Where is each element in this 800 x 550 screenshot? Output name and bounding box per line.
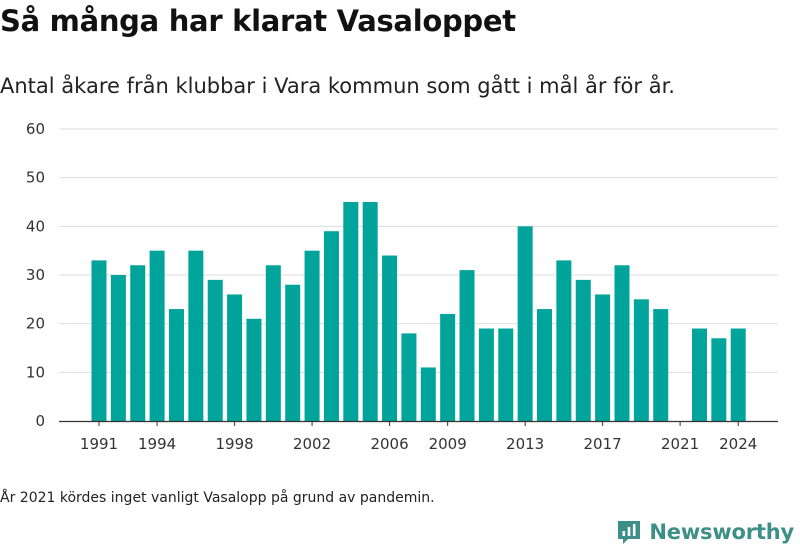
brand-logo: Newsworthy bbox=[615, 518, 794, 546]
bar-2004 bbox=[343, 202, 359, 421]
y-tick-label: 20 bbox=[26, 315, 45, 333]
y-tick-label: 60 bbox=[26, 120, 45, 138]
x-tick-label: 2002 bbox=[293, 435, 331, 453]
footnote: År 2021 kördes inget vanligt Vasalopp på… bbox=[0, 490, 435, 506]
x-tick-label: 1991 bbox=[80, 435, 118, 453]
bar-1992 bbox=[110, 275, 126, 421]
bar-1991 bbox=[91, 260, 107, 421]
bar-2012 bbox=[498, 328, 514, 421]
bar-2014 bbox=[537, 309, 553, 421]
bar-2009 bbox=[440, 313, 456, 421]
bars bbox=[91, 202, 746, 421]
bar-1996 bbox=[188, 250, 204, 421]
bar-2018 bbox=[614, 265, 630, 421]
x-tick-label: 2013 bbox=[506, 435, 544, 453]
x-tick-label: 2017 bbox=[584, 435, 622, 453]
chart-title: Så många har klarat Vasaloppet bbox=[0, 4, 516, 38]
x-tick-label: 1998 bbox=[215, 435, 253, 453]
bar-2023 bbox=[711, 338, 727, 421]
bar-2017 bbox=[595, 294, 611, 421]
x-tick-label: 2021 bbox=[661, 435, 699, 453]
y-tick-label: 30 bbox=[26, 266, 45, 284]
bar-2002 bbox=[304, 250, 320, 421]
y-axis-tick-labels: 0 10 20 30 40 50 60 bbox=[26, 120, 45, 430]
bar-1998 bbox=[227, 294, 243, 421]
x-tick-label: 2006 bbox=[370, 435, 408, 453]
bar-1993 bbox=[130, 265, 146, 421]
bar-chart: 0 10 20 30 40 50 60 1991 1994 1998 2002 2006 2009 20… bbox=[26, 120, 778, 453]
brand-name: Newsworthy bbox=[649, 520, 794, 544]
bar-1994 bbox=[149, 250, 165, 421]
chart-subtitle: Antal åkare från klubbar i Vara kommun s… bbox=[0, 74, 675, 98]
bar-2005 bbox=[362, 202, 378, 421]
x-tick-label: 2024 bbox=[719, 435, 757, 453]
y-tick-label: 10 bbox=[26, 363, 45, 381]
bar-2006 bbox=[382, 255, 398, 421]
bar-2010 bbox=[459, 270, 475, 421]
bar-1999 bbox=[246, 318, 262, 421]
bar-2007 bbox=[401, 333, 417, 421]
bar-2024 bbox=[730, 328, 746, 421]
bar-2015 bbox=[556, 260, 572, 421]
bar-2022 bbox=[691, 328, 707, 421]
bar-2001 bbox=[285, 284, 301, 421]
x-tick-label: 2009 bbox=[429, 435, 467, 453]
x-axis-tick-labels: 1991 1994 1998 2002 2006 2009 2013 2017 2021 2024 bbox=[80, 435, 757, 453]
bar-2003 bbox=[323, 231, 339, 421]
bar-1997 bbox=[207, 279, 223, 421]
x-axis bbox=[59, 420, 778, 426]
bar-2016 bbox=[575, 279, 591, 421]
x-tick-label: 1994 bbox=[138, 435, 176, 453]
bar-2013 bbox=[517, 226, 533, 421]
bar-2019 bbox=[633, 299, 649, 421]
bar-1995 bbox=[168, 309, 184, 421]
bar-2011 bbox=[478, 328, 494, 421]
y-tick-label: 40 bbox=[26, 217, 45, 235]
bar-2008 bbox=[420, 367, 436, 421]
newsworthy-chart-logo-icon bbox=[618, 521, 641, 544]
bar-2020 bbox=[653, 309, 669, 421]
y-tick-label: 0 bbox=[35, 412, 45, 430]
gridlines bbox=[59, 128, 778, 373]
y-tick-label: 50 bbox=[26, 169, 45, 187]
bar-2000 bbox=[265, 265, 281, 421]
